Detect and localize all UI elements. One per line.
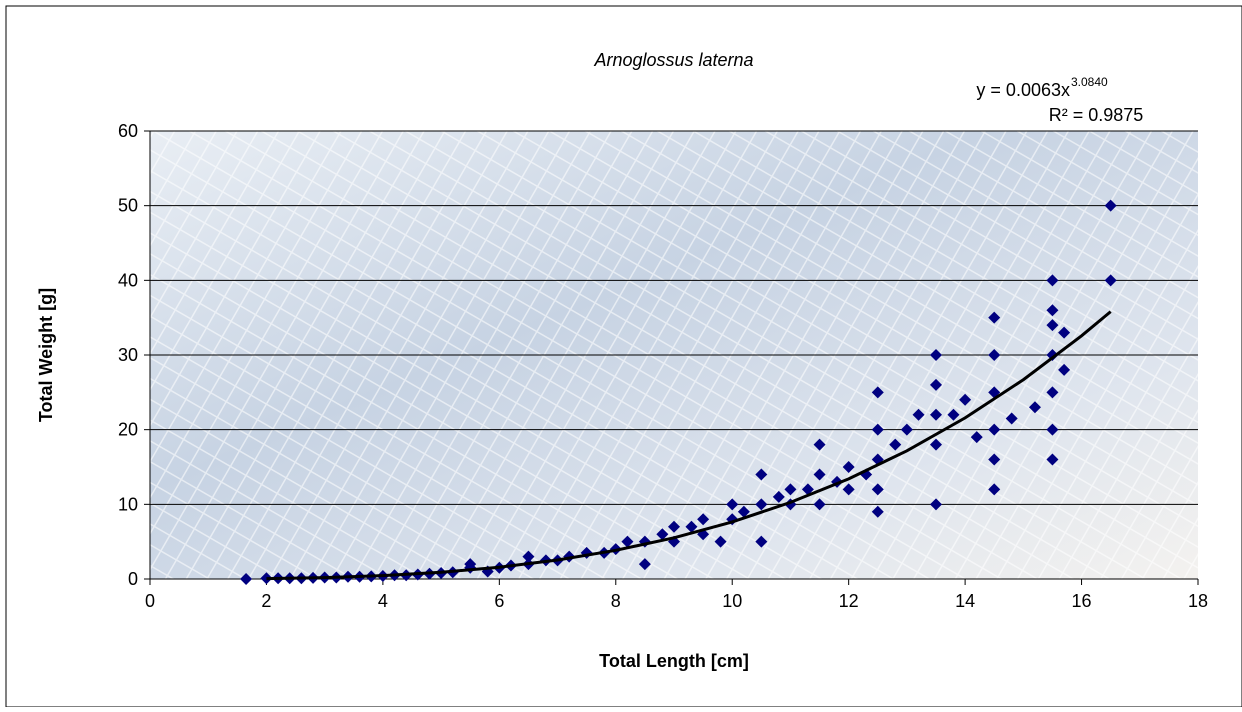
scatter-point [772,490,785,503]
scatter-point [988,349,1001,361]
scatter-point [988,453,1001,466]
scatter-point [714,535,727,548]
x-tick-label: 4 [378,591,388,611]
scatter-point [900,423,913,436]
scatter-point [930,498,942,511]
scatter-point [240,573,253,585]
scatter-point [784,483,797,496]
scatter-point [871,505,884,518]
scatter-point [464,558,477,571]
scatter-point [813,498,826,511]
scatter-point [930,349,942,361]
scatter-point [889,438,902,451]
scatter-point [656,528,669,541]
scatter-point [930,438,942,451]
scatter-point [813,468,826,481]
x-tick-label: 6 [494,591,504,611]
scatter-point [1104,274,1117,287]
scatter-point [685,520,698,533]
scatter-point [1028,401,1041,414]
scatter-point [1046,349,1059,361]
scatter-point [522,550,535,563]
scatter-point [871,386,884,399]
scatter-point [1046,386,1059,399]
x-axis-label: Total Length [cm] [599,651,749,671]
scatter-point [930,408,942,421]
scatter-point [668,520,680,533]
scatter-point [621,535,634,548]
x-tick-label: 10 [722,591,742,611]
scatter-point [1046,423,1059,436]
scatter-point [1046,304,1059,317]
y-tick-label: 60 [118,121,138,141]
x-tick-label: 16 [1072,591,1092,611]
scatter-point [988,483,1001,496]
scatter-point [871,483,884,496]
scatter-point [755,498,768,511]
scatter-point [842,483,855,496]
scatter-point [1058,326,1071,339]
scatter-point [871,423,884,436]
x-tick-label: 8 [611,591,621,611]
scatter-point [801,483,814,496]
y-tick-label: 40 [118,270,138,290]
scatter-point [988,423,1001,436]
y-tick-label: 20 [118,420,138,440]
scatter-point [947,408,960,421]
x-tick-label: 18 [1188,591,1208,611]
scatter-point [1046,319,1059,332]
scatter-point [755,535,768,548]
y-axis-label: Total Weight [g] [36,288,56,422]
x-tick-label: 14 [955,591,975,611]
scatter-point [912,408,925,421]
scatter-point [988,311,1001,324]
scatter-point [930,378,942,391]
scatter-point [813,438,826,451]
chart-title: Arnoglossus laterna [593,50,753,70]
x-tick-label: 2 [261,591,271,611]
scatter-point [1005,412,1018,425]
y-tick-label: 30 [118,345,138,365]
scatter-point [1046,453,1059,466]
scatter-point [1104,199,1117,212]
scatter-point [1046,274,1059,287]
scatter-point [755,468,768,481]
y-tick-label: 0 [128,569,138,589]
scatter-point [737,505,750,518]
scatter-point [697,513,710,526]
scatter-point [726,498,739,511]
y-tick-label: 50 [118,196,138,216]
equation: y = 0.0063x [976,80,1070,100]
scatter-point [970,431,983,444]
scatter-point [959,393,972,406]
scatter-point [842,461,855,473]
trendline [266,310,1112,581]
x-tick-label: 0 [145,591,155,611]
y-tick-label: 10 [118,494,138,514]
r-squared: R² = 0.9875 [1049,105,1144,125]
equation-exponent: 3.0840 [1071,75,1108,89]
scatter-point [638,558,651,571]
x-tick-label: 12 [839,591,859,611]
scatter-point [1058,363,1071,376]
